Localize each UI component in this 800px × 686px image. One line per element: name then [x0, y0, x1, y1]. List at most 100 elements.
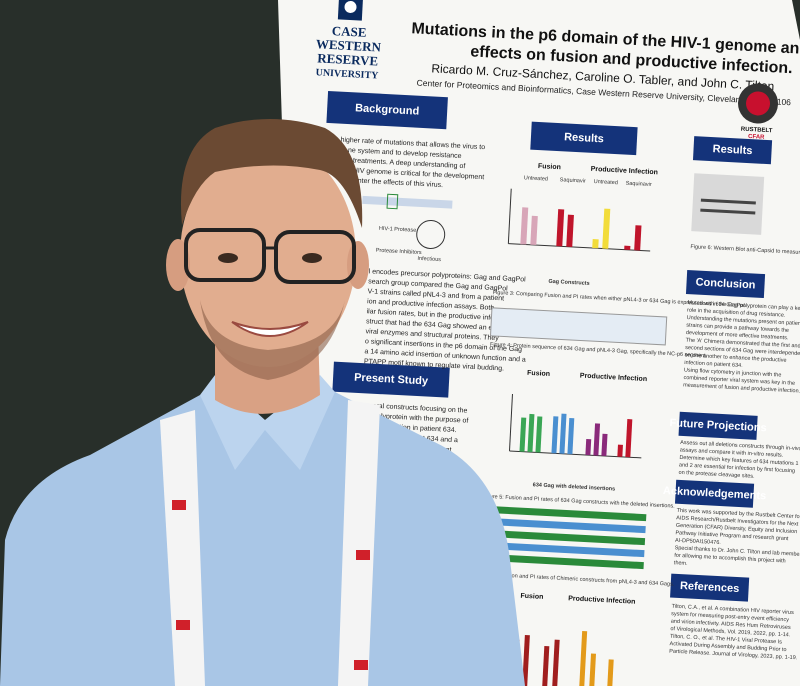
bar-shape: [519, 417, 527, 452]
bar-shape: [535, 416, 543, 453]
section-header: [674, 479, 755, 508]
logo-line: RESERVE: [317, 50, 379, 68]
partner-logo-text: CFAR: [748, 134, 765, 141]
blot-band: [700, 208, 756, 215]
virion-icon: [416, 220, 446, 250]
chart-title: Fusion: [527, 370, 550, 378]
construct-bar: [496, 506, 647, 522]
body-line: on the protease cleavage sites.: [678, 470, 755, 480]
chart-title: Fusion: [538, 163, 561, 171]
bar-shape: [624, 245, 631, 250]
bar-shape: [520, 207, 529, 245]
eye: [218, 253, 238, 263]
partner-ribbon: [746, 91, 771, 116]
bar-shape: [566, 214, 574, 247]
bar-shape: [601, 433, 608, 457]
bar-shape: [592, 239, 599, 249]
logo-line: WESTERN: [316, 36, 382, 54]
chart-title: Productive Infection: [580, 373, 648, 384]
chart-title: Productive Infection: [591, 166, 659, 177]
body-line: Using flow cytometry in junction with th…: [684, 367, 782, 378]
glasses-lens: [274, 230, 356, 284]
bar-shape: [542, 646, 550, 686]
construct-bar: [494, 530, 646, 546]
group-label: Untreated: [524, 175, 548, 182]
body-line: infection in patient 634.: [384, 423, 456, 434]
body-line: combined reporter viral system was key i…: [683, 375, 795, 387]
glasses-lens: [184, 228, 266, 282]
chart-title: Productive Infection: [568, 595, 636, 606]
body-line: Tilton, C. O., et al. The HIV-1 Viral Pr…: [670, 634, 782, 646]
face: [180, 143, 356, 367]
western-blot: [691, 173, 765, 235]
shield-star: [344, 1, 357, 14]
bar-shape: [522, 634, 530, 686]
diagram-label: Protease Inhibitors: [376, 248, 422, 256]
smile: [231, 321, 309, 337]
construct-bar: [494, 542, 645, 558]
group-label: Untreated: [594, 179, 618, 186]
body-line: role in the acquisition of drug resistan…: [687, 308, 786, 319]
lanyard-logo: [354, 660, 368, 670]
body-line: polyprotein with the purpose of: [373, 413, 469, 425]
diagram-label: HIV-1 Protease: [379, 226, 417, 234]
chart-title: Fusion: [520, 593, 543, 601]
bar-shape: [559, 413, 567, 454]
body-line: assays and compare it with in-vitro resu…: [680, 447, 784, 458]
sequence-figure: [489, 307, 668, 346]
lanyard-logo: [172, 500, 186, 510]
bar-shape: [552, 639, 560, 686]
bar-shape: [551, 416, 559, 454]
bar-shape: [589, 653, 597, 686]
eye: [302, 253, 322, 263]
bar-shape: [527, 413, 535, 453]
genome-diagram: [362, 195, 453, 209]
body-line: them.: [674, 560, 689, 567]
person: [0, 119, 525, 686]
section-title: References: [680, 580, 740, 595]
axis: [508, 393, 513, 451]
group-label: Saquinavir: [560, 177, 586, 184]
section-header: [692, 136, 773, 165]
diagram-label: Infectious: [417, 256, 441, 263]
bar-shape: [567, 418, 575, 455]
construct-bar: [493, 554, 644, 570]
shirt: [0, 392, 525, 686]
section-header: [685, 269, 766, 299]
section-title: Acknowledgements: [663, 485, 767, 502]
group-label: Saquinavir: [625, 181, 651, 188]
section-title: Conclusion: [695, 276, 756, 291]
body-line: Pathway Initiative Program and research …: [675, 530, 789, 542]
body-line: for allowing me to accomplish this proje…: [674, 553, 786, 565]
section-header: [678, 411, 758, 440]
body-line: development of more effective treatments…: [686, 330, 789, 341]
axis-title: Gag Constructs: [548, 279, 590, 287]
genome-highlight: [386, 193, 399, 210]
lanyard: [338, 400, 380, 686]
bar-shape: [579, 630, 588, 686]
blot-band: [700, 198, 756, 205]
body-line: AI-DP50AI150476.: [675, 538, 722, 546]
bar-shape: [593, 423, 601, 456]
logo-line: CASE: [332, 23, 367, 40]
body-line: infection on patient 634.: [684, 360, 743, 369]
section-header: [670, 573, 750, 602]
section-title: Results: [564, 131, 604, 145]
bar-shape: [617, 444, 623, 457]
section-title: Present Study: [354, 372, 429, 388]
bar-shape: [625, 419, 633, 458]
section-header: [326, 90, 448, 130]
lanyard-logo: [356, 550, 370, 560]
section-title: Future Projections: [669, 417, 767, 434]
bar-shape: [530, 215, 538, 246]
bar-shape: [607, 659, 614, 686]
axis: [507, 188, 512, 244]
construct-bar: [495, 518, 646, 534]
bar-shape: [556, 209, 565, 247]
body-line: on one another to enhance the productive: [685, 352, 787, 363]
partner-logo-text: RUSTBELT: [741, 127, 773, 135]
section-title: Background: [355, 102, 420, 117]
bar-shape: [585, 438, 592, 456]
ear: [347, 241, 369, 289]
